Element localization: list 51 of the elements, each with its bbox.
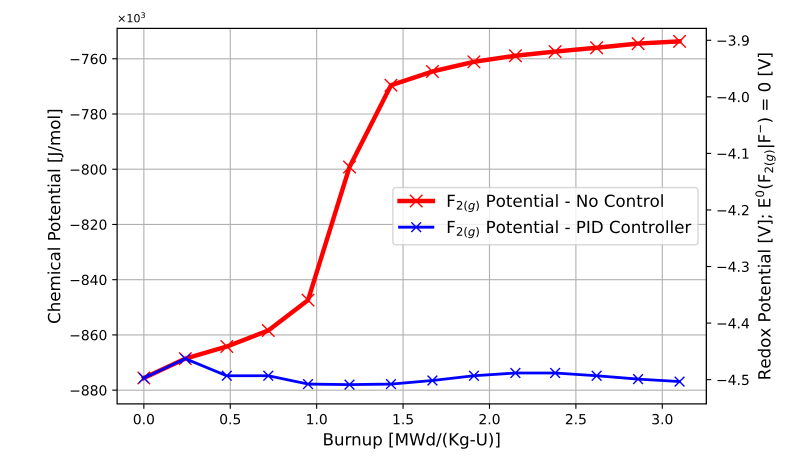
y-tick-label: −800 — [70, 164, 106, 175]
point — [590, 40, 604, 55]
point — [220, 340, 234, 354]
point — [262, 370, 274, 382]
x-tick-label: 2.5 — [566, 414, 586, 424]
y2-tick-label: −4.2 — [718, 204, 748, 216]
legend-label: F$_{2(g)}$ Potential - No Control — [448, 194, 663, 212]
y2-axis-title: Redox Potential [V]; E$^{0}$(F$_{2(g)}$|F$^{−}$) = 0 [V] — [755, 54, 776, 379]
point — [591, 370, 602, 382]
point — [631, 36, 646, 51]
y-axis-title: Chemical Potential [J/mol] — [48, 110, 64, 324]
x-tick-label: 0.5 — [220, 414, 240, 424]
point — [672, 34, 687, 48]
y-tick-label: −820 — [70, 219, 106, 230]
point — [632, 374, 644, 385]
point — [426, 374, 438, 386]
point — [466, 54, 481, 69]
x-tick-label: 3.0 — [652, 414, 672, 424]
y2-tick-label: −4.0 — [718, 92, 749, 102]
point — [261, 324, 276, 338]
point — [344, 379, 356, 390]
y2-tick-label: −4.3 — [718, 261, 749, 272]
y-tick-label: −860 — [70, 330, 106, 340]
point — [674, 376, 686, 388]
y-tick-label: −880 — [70, 385, 106, 396]
y2-tick-label: −4.4 — [718, 318, 750, 328]
point — [548, 44, 562, 59]
point — [302, 378, 314, 390]
y-tick-label: −780 — [70, 108, 106, 120]
y2-tick-label: −3.9 — [718, 35, 749, 46]
point — [550, 367, 561, 379]
x-tick-label: 1.0 — [307, 414, 327, 424]
point — [384, 78, 398, 92]
x-tick-label: 1.5 — [394, 414, 413, 424]
y-tick-label: −840 — [70, 274, 106, 286]
x-axis-title: Burnup [MWd/(Kg-U)] — [324, 432, 500, 449]
text: ×10$^{3}$ — [118, 12, 145, 22]
y2-tick-label: −4.5 — [718, 374, 749, 386]
point — [342, 160, 356, 174]
point — [385, 378, 397, 390]
legend-label: F$_{2(g)}$ Potential - PID Controller — [448, 220, 692, 238]
y2-tick-label: −4.1 — [718, 148, 749, 159]
x-tick-label: 2.0 — [479, 414, 500, 424]
point — [468, 370, 480, 382]
point — [221, 370, 232, 382]
point — [510, 367, 521, 379]
point — [301, 293, 315, 308]
x-tick-label: 0.0 — [134, 414, 154, 424]
point — [508, 48, 522, 63]
y-tick-label: −760 — [70, 54, 106, 64]
point — [426, 64, 440, 78]
